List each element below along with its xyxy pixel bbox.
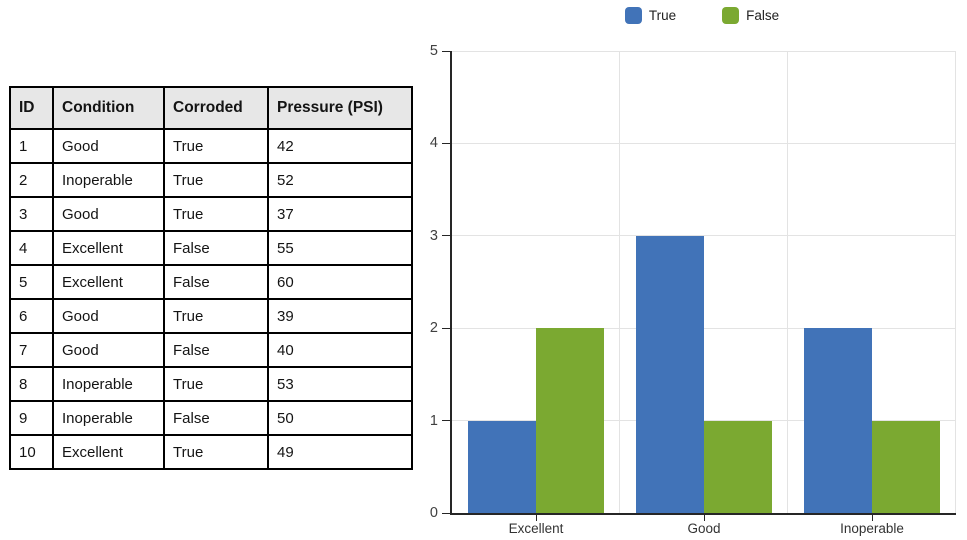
v-gridline	[619, 51, 620, 513]
x-axis-tick	[703, 515, 705, 521]
table-cell: Inoperable	[52, 162, 165, 198]
table-cell: True	[163, 162, 269, 198]
table-cell: 37	[267, 196, 413, 232]
table-cell: 40	[267, 332, 413, 368]
table-row: 5 Excellent False 60	[9, 264, 413, 300]
column-header: Pressure (PSI)	[267, 86, 413, 130]
table-row: 1 Good True 42	[9, 128, 413, 164]
chart-legend: True False	[450, 7, 954, 24]
table-cell: True	[163, 298, 269, 334]
y-axis-label: 4	[429, 135, 438, 152]
table-cell: True	[163, 366, 269, 402]
table-cell: True	[163, 434, 269, 470]
table-cell: 8	[9, 366, 54, 402]
data-table-header: ID Condition Corroded Pressure (PSI)	[9, 86, 413, 130]
y-axis-label: 0	[429, 505, 438, 521]
table-cell: 6	[9, 298, 54, 334]
x-axis-tick	[535, 515, 537, 521]
x-axis-label: Inoperable	[840, 521, 904, 536]
legend-item-true: True	[624, 7, 677, 24]
y-axis-tick	[442, 142, 450, 144]
table-row: 7 Good False 40	[9, 332, 413, 368]
table-cell: 1	[9, 128, 54, 164]
column-header: Corroded	[163, 86, 269, 130]
column-header: ID	[9, 86, 54, 130]
legend-swatch-true	[624, 7, 642, 24]
table-row: 10 Excellent True 49	[9, 434, 413, 470]
table-cell: False	[163, 264, 269, 300]
x-axis-tick	[871, 515, 873, 521]
h-gridline	[452, 235, 956, 237]
table-cell: Good	[52, 128, 165, 164]
table-cell: False	[163, 400, 269, 436]
table-cell: False	[163, 230, 269, 266]
table-cell: True	[163, 128, 269, 164]
table-row: 2 Inoperable True 52	[9, 162, 413, 198]
table-cell: 10	[9, 434, 54, 470]
v-gridline	[787, 51, 788, 513]
table-cell: 3	[9, 196, 54, 232]
y-axis-label: 3	[429, 227, 438, 244]
table-row: 8 Inoperable True 53	[9, 366, 413, 402]
table-cell: Good	[52, 332, 165, 368]
table-row: 3 Good True 37	[9, 196, 413, 232]
data-table-body: 1 Good True 42 2 Inoperable True 52 3 Good True 37 4…	[9, 128, 413, 470]
y-axis-tick	[442, 327, 450, 329]
y-axis-tick	[442, 50, 450, 52]
table-cell: 55	[267, 230, 413, 266]
table-cell: Excellent	[52, 230, 165, 266]
y-axis-tick	[442, 512, 450, 514]
table-cell: False	[163, 332, 269, 368]
bar-true-excellent	[468, 420, 536, 513]
y-axis-label: 5	[429, 43, 438, 59]
x-axis-label: Excellent	[508, 521, 564, 536]
table-cell: 9	[9, 400, 54, 436]
bar-false-excellent	[536, 328, 604, 513]
header-row: ID Condition Corroded Pressure (PSI)	[9, 86, 413, 130]
legend-label: True	[648, 8, 677, 23]
table-cell: 2	[9, 162, 54, 198]
legend-item-false: False	[722, 7, 779, 24]
legend-swatch-false	[722, 7, 740, 24]
bar-false-good	[704, 420, 772, 513]
table-cell: 4	[9, 230, 54, 266]
table-row: 9 Inoperable False 50	[9, 400, 413, 436]
table-cell: Excellent	[52, 264, 165, 300]
h-gridline	[452, 142, 956, 144]
table-cell: 49	[267, 434, 413, 470]
table-cell: 39	[267, 298, 413, 334]
bar-false-inoperable	[872, 420, 940, 513]
table-cell: Inoperable	[52, 366, 165, 402]
table-cell: 50	[267, 400, 413, 436]
h-gridline	[452, 420, 956, 422]
table-row: 4 Excellent False 55	[9, 230, 413, 266]
table-cell: 5	[9, 264, 54, 300]
table-cell: Inoperable	[52, 400, 165, 436]
table-cell: True	[163, 196, 269, 232]
table-cell: 60	[267, 264, 413, 300]
table-cell: 53	[267, 366, 413, 402]
data-table: ID Condition Corroded Pressure (PSI) 1 Good T…	[9, 86, 413, 470]
h-gridline	[452, 327, 956, 329]
table-cell: Excellent	[52, 434, 165, 470]
legend-label: False	[746, 8, 780, 23]
y-axis-tick	[442, 235, 450, 237]
column-header: Condition	[52, 86, 165, 130]
table-cell: Good	[52, 298, 165, 334]
h-gridline	[452, 50, 956, 52]
table-cell: 7	[9, 332, 54, 368]
table-cell: Good	[52, 196, 165, 232]
plot-area: 0 1 2 3 4 5 Excellent Good Inoperable	[430, 43, 956, 536]
y-axis-tick	[442, 420, 450, 422]
y-axis-label: 1	[429, 412, 438, 429]
v-gridline	[955, 51, 956, 513]
x-axis-label: Good	[687, 521, 721, 536]
table-cell: 52	[267, 162, 413, 198]
bar-true-good	[636, 235, 704, 513]
bar-true-inoperable	[804, 328, 872, 513]
y-axis-label: 2	[429, 320, 438, 337]
table-row: 6 Good True 39	[9, 298, 413, 334]
table-cell: 42	[267, 128, 413, 164]
